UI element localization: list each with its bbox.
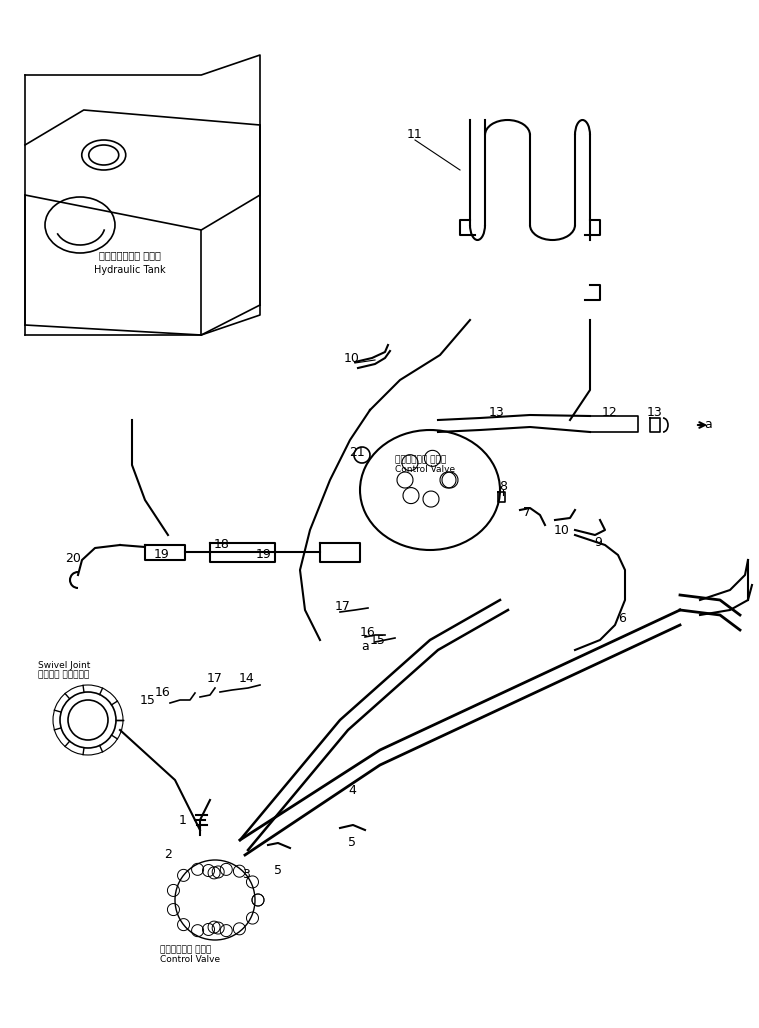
Text: 15: 15 xyxy=(140,694,156,706)
Text: 19: 19 xyxy=(154,549,170,561)
Text: 10: 10 xyxy=(554,523,570,537)
Text: Control Valve: Control Valve xyxy=(395,466,455,475)
Text: 14: 14 xyxy=(239,671,255,685)
Text: 8: 8 xyxy=(499,480,507,493)
Text: 6: 6 xyxy=(618,612,626,624)
Text: 13: 13 xyxy=(489,406,505,419)
Text: 21: 21 xyxy=(349,445,365,458)
Text: 9: 9 xyxy=(594,537,602,550)
Text: 18: 18 xyxy=(214,539,230,551)
Text: 20: 20 xyxy=(65,551,81,564)
Text: 2: 2 xyxy=(164,848,172,861)
Text: a: a xyxy=(361,640,369,654)
Text: 3: 3 xyxy=(242,869,250,881)
Text: 17: 17 xyxy=(207,671,223,685)
Text: 4: 4 xyxy=(348,783,356,797)
Text: 19: 19 xyxy=(256,549,272,561)
Text: 15: 15 xyxy=(370,633,386,647)
Text: スイベル ジョイント: スイベル ジョイント xyxy=(38,670,90,680)
Text: 16: 16 xyxy=(360,625,376,638)
Text: 7: 7 xyxy=(523,506,531,518)
Text: 5: 5 xyxy=(274,864,282,877)
Text: a: a xyxy=(704,418,712,432)
Text: 10: 10 xyxy=(344,352,360,365)
Text: 12: 12 xyxy=(602,406,618,419)
Text: Hydraulic Tank: Hydraulic Tank xyxy=(94,265,165,276)
Text: Swivel Joint: Swivel Joint xyxy=(38,661,90,669)
Text: ハイドロリック タンク: ハイドロリック タンク xyxy=(99,250,161,260)
Text: Control Valve: Control Valve xyxy=(160,955,220,964)
Text: 17: 17 xyxy=(335,600,351,614)
Text: コントロール バルブ: コントロール バルブ xyxy=(395,455,446,465)
Text: 1: 1 xyxy=(179,813,187,827)
Text: 13: 13 xyxy=(647,406,663,419)
Text: コントロール バルブ: コントロール バルブ xyxy=(160,946,211,955)
Text: 5: 5 xyxy=(348,837,356,849)
Text: 16: 16 xyxy=(155,687,171,699)
Text: 11: 11 xyxy=(407,128,423,142)
